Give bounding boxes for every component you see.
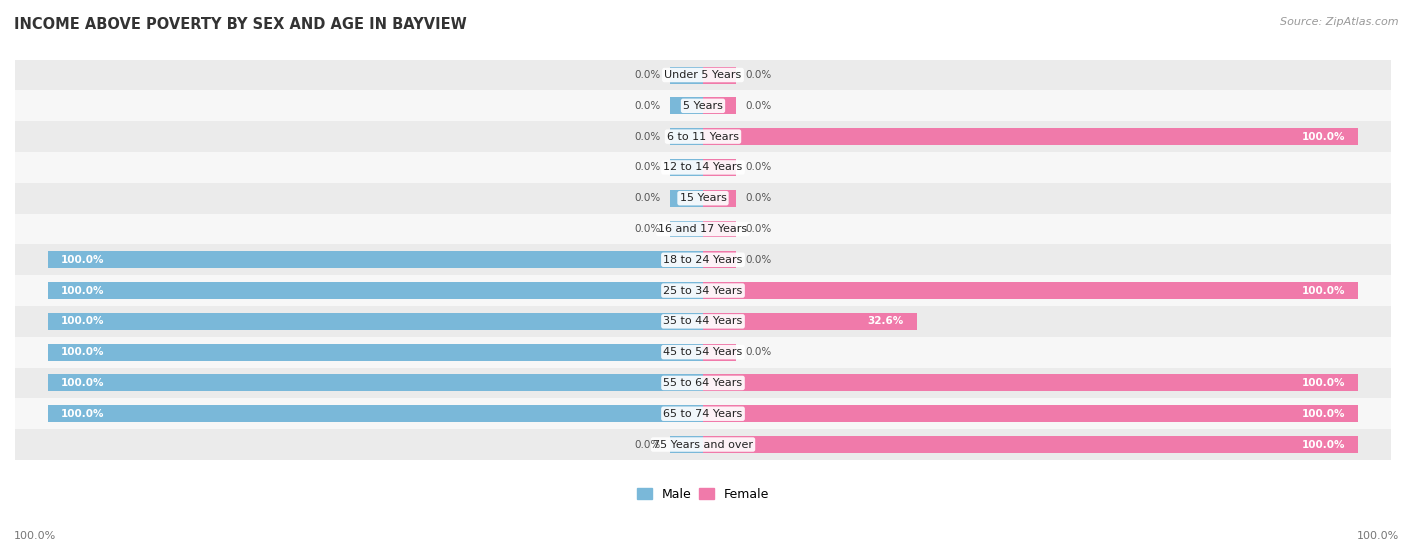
Text: 100.0%: 100.0% [1357,531,1399,541]
Bar [671,97,703,114]
Text: 45 to 54 Years: 45 to 54 Years [664,347,742,357]
Text: 0.0%: 0.0% [634,132,661,142]
Text: 100.0%: 100.0% [1302,440,1346,450]
Bar [703,66,735,84]
Text: 0.0%: 0.0% [745,193,772,203]
Bar [671,159,703,176]
Text: 100.0%: 100.0% [60,316,104,326]
Bar [48,374,703,391]
Text: 32.6%: 32.6% [868,316,904,326]
Text: 0.0%: 0.0% [634,224,661,234]
Bar [48,251,703,268]
Text: 0.0%: 0.0% [745,101,772,111]
Bar [15,60,1391,90]
Text: 100.0%: 100.0% [1302,408,1346,418]
Bar [15,90,1391,121]
Bar [703,251,735,268]
Bar [15,214,1391,244]
Text: 25 to 34 Years: 25 to 34 Years [664,286,742,296]
Text: 18 to 24 Years: 18 to 24 Years [664,255,742,265]
Text: 0.0%: 0.0% [745,347,772,357]
Bar [703,374,1358,391]
Text: 100.0%: 100.0% [14,531,56,541]
Text: 15 Years: 15 Years [679,193,727,203]
Text: 6 to 11 Years: 6 to 11 Years [666,132,740,142]
Text: 0.0%: 0.0% [634,101,661,111]
Bar [703,313,917,330]
Text: INCOME ABOVE POVERTY BY SEX AND AGE IN BAYVIEW: INCOME ABOVE POVERTY BY SEX AND AGE IN B… [14,17,467,32]
Bar [703,190,735,206]
Text: Source: ZipAtlas.com: Source: ZipAtlas.com [1281,17,1399,27]
Text: 100.0%: 100.0% [60,408,104,418]
Bar [703,344,735,360]
Text: 55 to 64 Years: 55 to 64 Years [664,378,742,388]
Bar [15,336,1391,368]
Text: 0.0%: 0.0% [634,162,661,172]
Bar [703,405,1358,422]
Bar [671,128,703,145]
Bar [15,429,1391,460]
Text: 100.0%: 100.0% [1302,132,1346,142]
Bar [15,183,1391,214]
Bar [703,128,1358,145]
Text: Under 5 Years: Under 5 Years [665,70,741,80]
Text: 0.0%: 0.0% [634,193,661,203]
Bar [15,368,1391,398]
Text: 75 Years and over: 75 Years and over [652,440,754,450]
Text: 0.0%: 0.0% [634,440,661,450]
Bar [703,436,1358,453]
Bar [48,282,703,299]
Bar [15,306,1391,336]
Text: 0.0%: 0.0% [745,162,772,172]
Text: 65 to 74 Years: 65 to 74 Years [664,408,742,418]
Bar [703,159,735,176]
Legend: Male, Female: Male, Female [631,483,775,506]
Bar [48,344,703,360]
Bar [703,97,735,114]
Text: 12 to 14 Years: 12 to 14 Years [664,162,742,172]
Bar [703,220,735,238]
Bar [671,66,703,84]
Bar [48,313,703,330]
Text: 100.0%: 100.0% [1302,378,1346,388]
Bar [15,244,1391,275]
Text: 100.0%: 100.0% [1302,286,1346,296]
Bar [671,190,703,206]
Bar [48,405,703,422]
Text: 5 Years: 5 Years [683,101,723,111]
Text: 100.0%: 100.0% [60,286,104,296]
Text: 100.0%: 100.0% [60,378,104,388]
Bar [703,282,1358,299]
Text: 0.0%: 0.0% [745,224,772,234]
Text: 0.0%: 0.0% [634,70,661,80]
Bar [671,220,703,238]
Text: 16 and 17 Years: 16 and 17 Years [658,224,748,234]
Text: 100.0%: 100.0% [60,347,104,357]
Bar [15,275,1391,306]
Text: 0.0%: 0.0% [745,255,772,265]
Bar [671,436,703,453]
Text: 100.0%: 100.0% [60,255,104,265]
Bar [15,152,1391,183]
Bar [15,121,1391,152]
Text: 35 to 44 Years: 35 to 44 Years [664,316,742,326]
Text: 0.0%: 0.0% [745,70,772,80]
Bar [15,398,1391,429]
